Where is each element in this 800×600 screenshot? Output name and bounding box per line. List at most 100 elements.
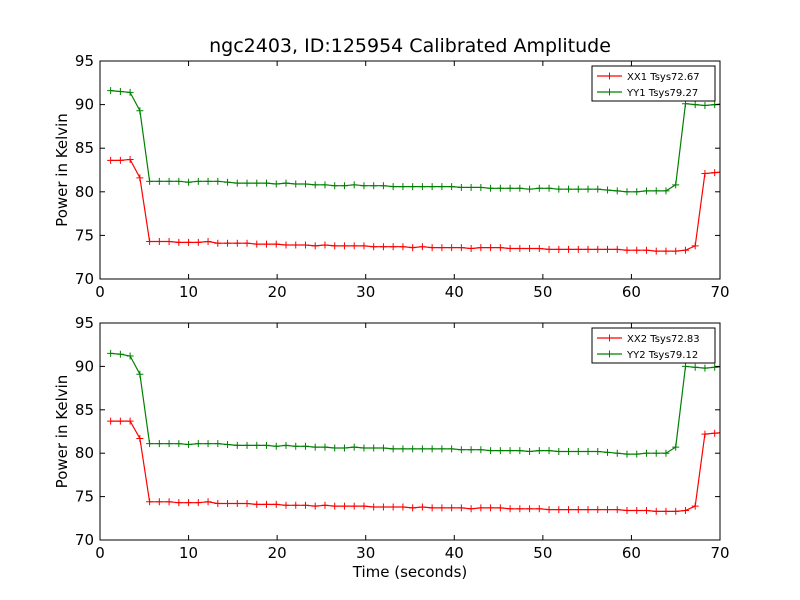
data-point <box>418 183 426 191</box>
data-point <box>418 243 426 251</box>
data-point <box>146 177 154 185</box>
data-point <box>185 178 193 186</box>
data-point <box>263 179 271 187</box>
data-point <box>331 444 339 452</box>
data-point <box>350 242 358 250</box>
data-point <box>272 180 280 188</box>
data-point <box>282 241 290 249</box>
data-point <box>116 417 124 425</box>
data-point <box>272 500 280 508</box>
data-point <box>165 238 173 246</box>
data-point <box>604 448 612 456</box>
data-point <box>292 442 300 450</box>
data-point <box>467 183 475 191</box>
data-point <box>389 183 397 191</box>
data-point <box>272 442 280 450</box>
data-point <box>185 238 193 246</box>
data-point <box>204 177 212 185</box>
panel-2: 0 10 20 30 40 50 60 70 70 75 80 85 90 95 Power in Kelv… <box>53 314 730 562</box>
x-axis-label: Time (seconds) <box>352 563 468 581</box>
data-point <box>496 184 504 192</box>
data-point <box>360 444 368 452</box>
data-point <box>224 441 232 449</box>
data-point <box>477 504 485 512</box>
data-point <box>136 370 144 378</box>
data-point <box>116 88 124 96</box>
legend-marker <box>606 350 613 358</box>
y-tick-label: 75 <box>75 488 94 506</box>
data-point <box>438 504 446 512</box>
data-point <box>126 417 134 425</box>
x-tick-label: 50 <box>533 544 552 562</box>
data-point <box>652 449 660 457</box>
data-point <box>457 504 465 512</box>
data-point <box>194 238 202 246</box>
data-point <box>545 184 553 192</box>
axes-frame <box>99 60 721 280</box>
data-point <box>428 445 436 453</box>
data-point <box>535 505 543 513</box>
data-point <box>175 177 183 185</box>
y-tick-label: 70 <box>75 531 94 549</box>
data-point <box>652 187 660 195</box>
data-point <box>224 178 232 186</box>
data-point <box>477 446 485 454</box>
data-point <box>155 440 163 448</box>
data-point <box>555 506 563 514</box>
data-point <box>224 500 232 508</box>
legend-label: XX2 Tsys72.83 <box>627 334 700 345</box>
data-point <box>711 429 719 437</box>
data-point <box>516 505 524 513</box>
data-point <box>545 506 553 514</box>
data-point <box>165 498 173 506</box>
y-tick-label: 85 <box>75 401 94 419</box>
x-tick-label: 0 <box>95 283 105 301</box>
data-point <box>224 239 232 247</box>
legend-item: XX1 Tsys72.67 <box>597 72 700 83</box>
data-point <box>701 364 709 372</box>
data-point <box>535 184 543 192</box>
data-point <box>613 245 621 253</box>
data-point <box>642 187 650 195</box>
data-point <box>535 447 543 455</box>
axes-frame <box>99 322 721 541</box>
legend: XX2 Tsys72.83 YY2 Tsys79.12 <box>591 327 716 364</box>
data-point <box>360 182 368 190</box>
legend-item: YY2 Tsys79.12 <box>597 350 698 361</box>
data-point <box>194 499 202 507</box>
data-point <box>623 506 631 514</box>
data-point <box>155 177 163 185</box>
data-point <box>204 440 212 448</box>
data-point <box>526 185 534 193</box>
data-point <box>418 445 426 453</box>
data-point <box>662 449 670 457</box>
data-point <box>633 506 641 514</box>
data-point <box>574 447 582 455</box>
data-point <box>613 449 621 457</box>
data-point <box>633 450 641 458</box>
data-point <box>136 107 144 115</box>
data-point <box>146 498 154 506</box>
data-point <box>379 503 387 511</box>
data-point <box>301 241 309 249</box>
data-point <box>672 443 680 451</box>
y-axis-label: Power in Kelvin <box>53 113 71 227</box>
data-point <box>506 505 514 513</box>
data-point <box>321 501 329 509</box>
data-point <box>263 500 271 508</box>
data-point <box>574 245 582 253</box>
data-point <box>594 447 602 455</box>
x-tick-label: 0 <box>95 544 105 562</box>
data-point <box>175 238 183 246</box>
data-point <box>711 363 719 371</box>
data-point <box>214 177 222 185</box>
data-point <box>233 179 241 187</box>
x-tick-label: 40 <box>445 544 464 562</box>
data-point <box>321 181 329 189</box>
data-point <box>204 498 212 506</box>
data-point <box>672 181 680 189</box>
data-point <box>691 242 699 250</box>
data-point <box>340 444 348 452</box>
data-point <box>457 446 465 454</box>
